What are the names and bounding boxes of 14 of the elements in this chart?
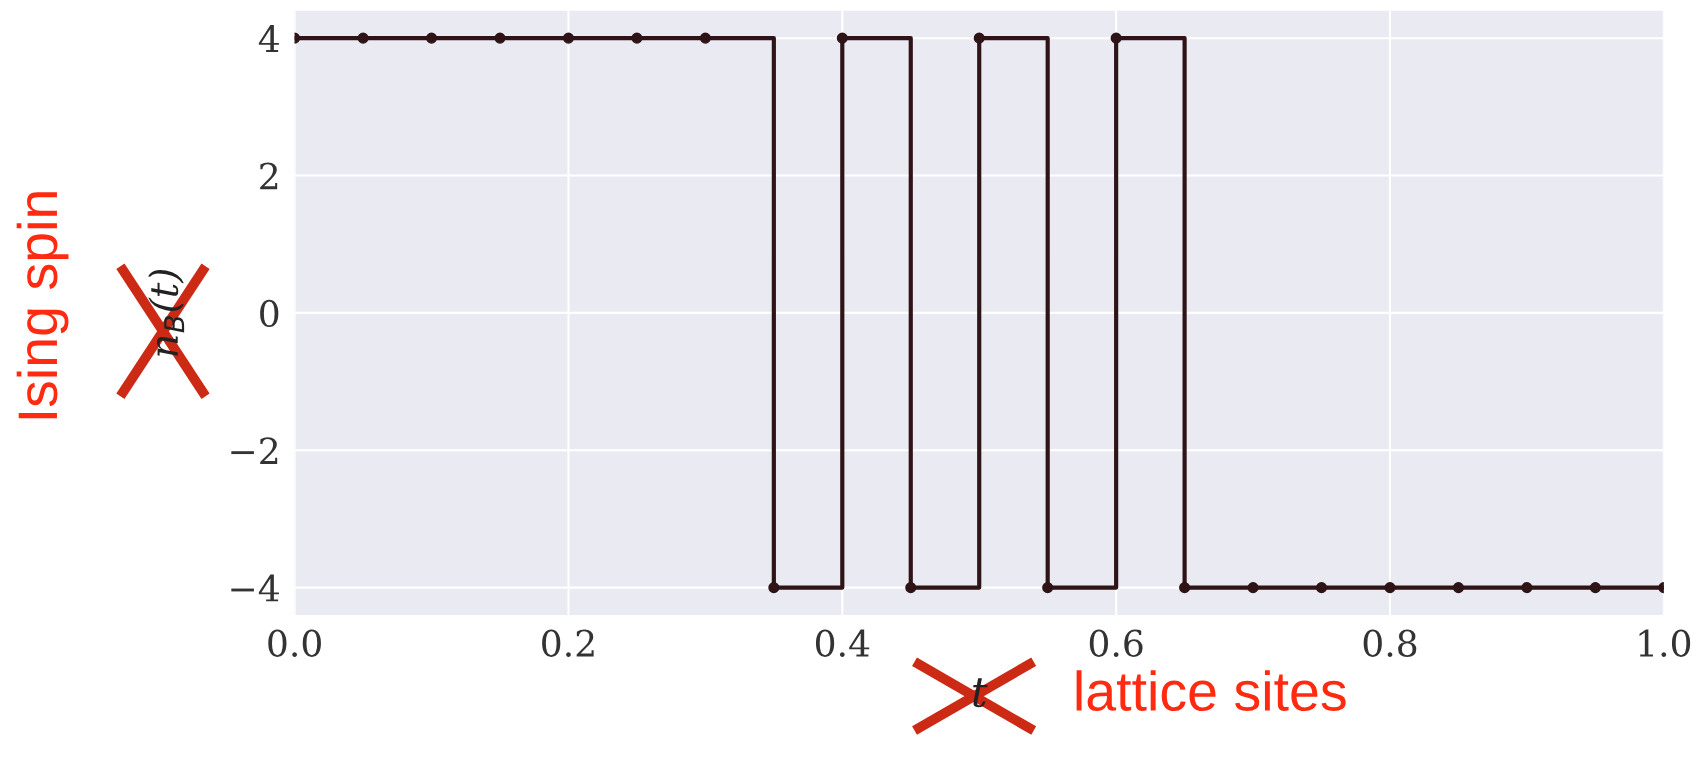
x-tick-label: 1.0: [1639, 629, 1691, 657]
text: Ising spin: [16, 192, 69, 419]
y-axis-title: n$_{B}$(t): [148, 269, 185, 356]
x-tick-label: 0.2: [542, 629, 594, 657]
x-tick-label: 0.4: [815, 629, 870, 657]
x-tick-label: 0.8: [1363, 629, 1417, 657]
y-tick-label: 2: [260, 162, 278, 190]
text: lattice sites: [1076, 670, 1346, 712]
x-tick-label: 0.6: [1089, 629, 1143, 657]
y-tick-label: 4: [258, 25, 279, 52]
y-tick-label: 0: [260, 299, 279, 328]
y-tick-label: −2: [231, 437, 278, 464]
y-tick-label: −4: [231, 574, 279, 602]
x-tick-label: 0.0: [268, 629, 321, 657]
